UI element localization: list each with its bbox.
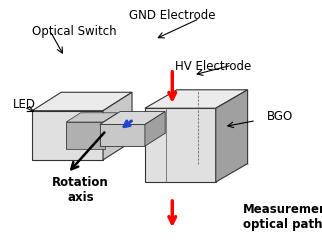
Polygon shape [32,92,132,111]
Polygon shape [66,113,118,122]
Polygon shape [145,90,248,108]
Polygon shape [66,122,105,149]
Text: Optical Switch: Optical Switch [32,25,117,38]
Text: LED: LED [13,98,36,111]
Polygon shape [145,108,216,182]
Polygon shape [32,111,103,160]
Text: HV Electrode: HV Electrode [175,60,251,73]
Polygon shape [216,90,248,182]
Text: BGO: BGO [267,110,294,123]
Text: Rotation
axis: Rotation axis [52,176,109,204]
Polygon shape [103,92,132,160]
Text: GND Electrode: GND Electrode [129,9,216,22]
Polygon shape [100,124,145,146]
Text: Measurement
optical path: Measurement optical path [243,203,322,231]
Polygon shape [145,112,165,146]
Polygon shape [100,112,165,124]
